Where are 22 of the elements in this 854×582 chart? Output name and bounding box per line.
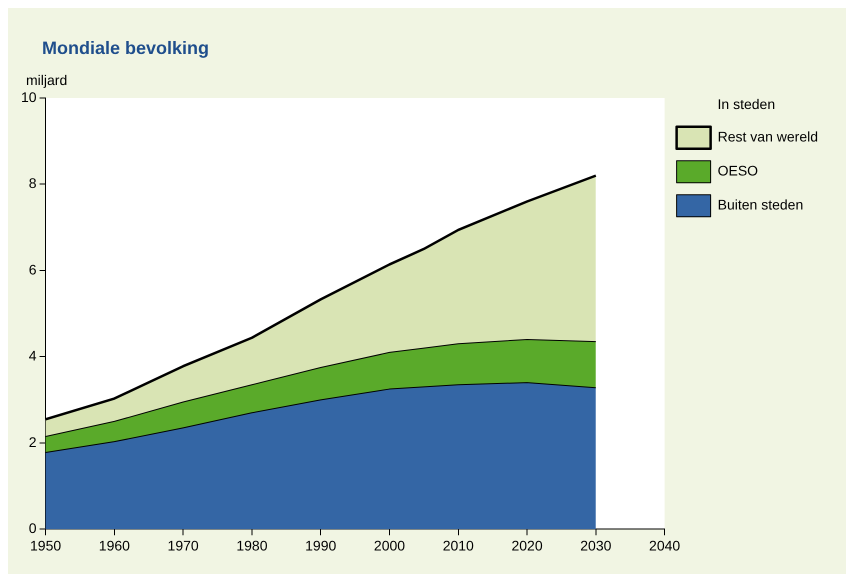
chart-title: Mondiale bevolking — [41, 37, 210, 58]
legend-label: Rest van wereld — [718, 128, 818, 145]
x-tick-label: 2000 — [374, 537, 406, 554]
y-tick-label: 4 — [28, 348, 37, 364]
y-tick-label: 8 — [28, 175, 37, 192]
x-tick-label: 1980 — [236, 537, 268, 554]
x-tick-label: 1950 — [30, 537, 62, 554]
x-tick-label: 1960 — [98, 537, 130, 554]
y-tick-label: 6 — [28, 261, 37, 278]
x-tick-label: 2030 — [580, 537, 612, 554]
legend-label: OESO — [718, 162, 758, 179]
legend-title: In steden — [718, 96, 776, 112]
x-tick-label: 2010 — [442, 537, 474, 554]
legend-label: Buiten steden — [718, 196, 804, 213]
y-tick-label: 0 — [28, 520, 37, 536]
x-tick-label: 2020 — [511, 537, 543, 554]
x-tick-label: 1990 — [305, 537, 336, 554]
x-tick-label: 2040 — [649, 537, 680, 554]
y-axis-title: miljard — [26, 72, 68, 88]
y-tick-label: 2 — [28, 434, 37, 450]
y-tick-label: 10 — [20, 88, 37, 105]
x-tick-label: 1970 — [168, 537, 199, 554]
